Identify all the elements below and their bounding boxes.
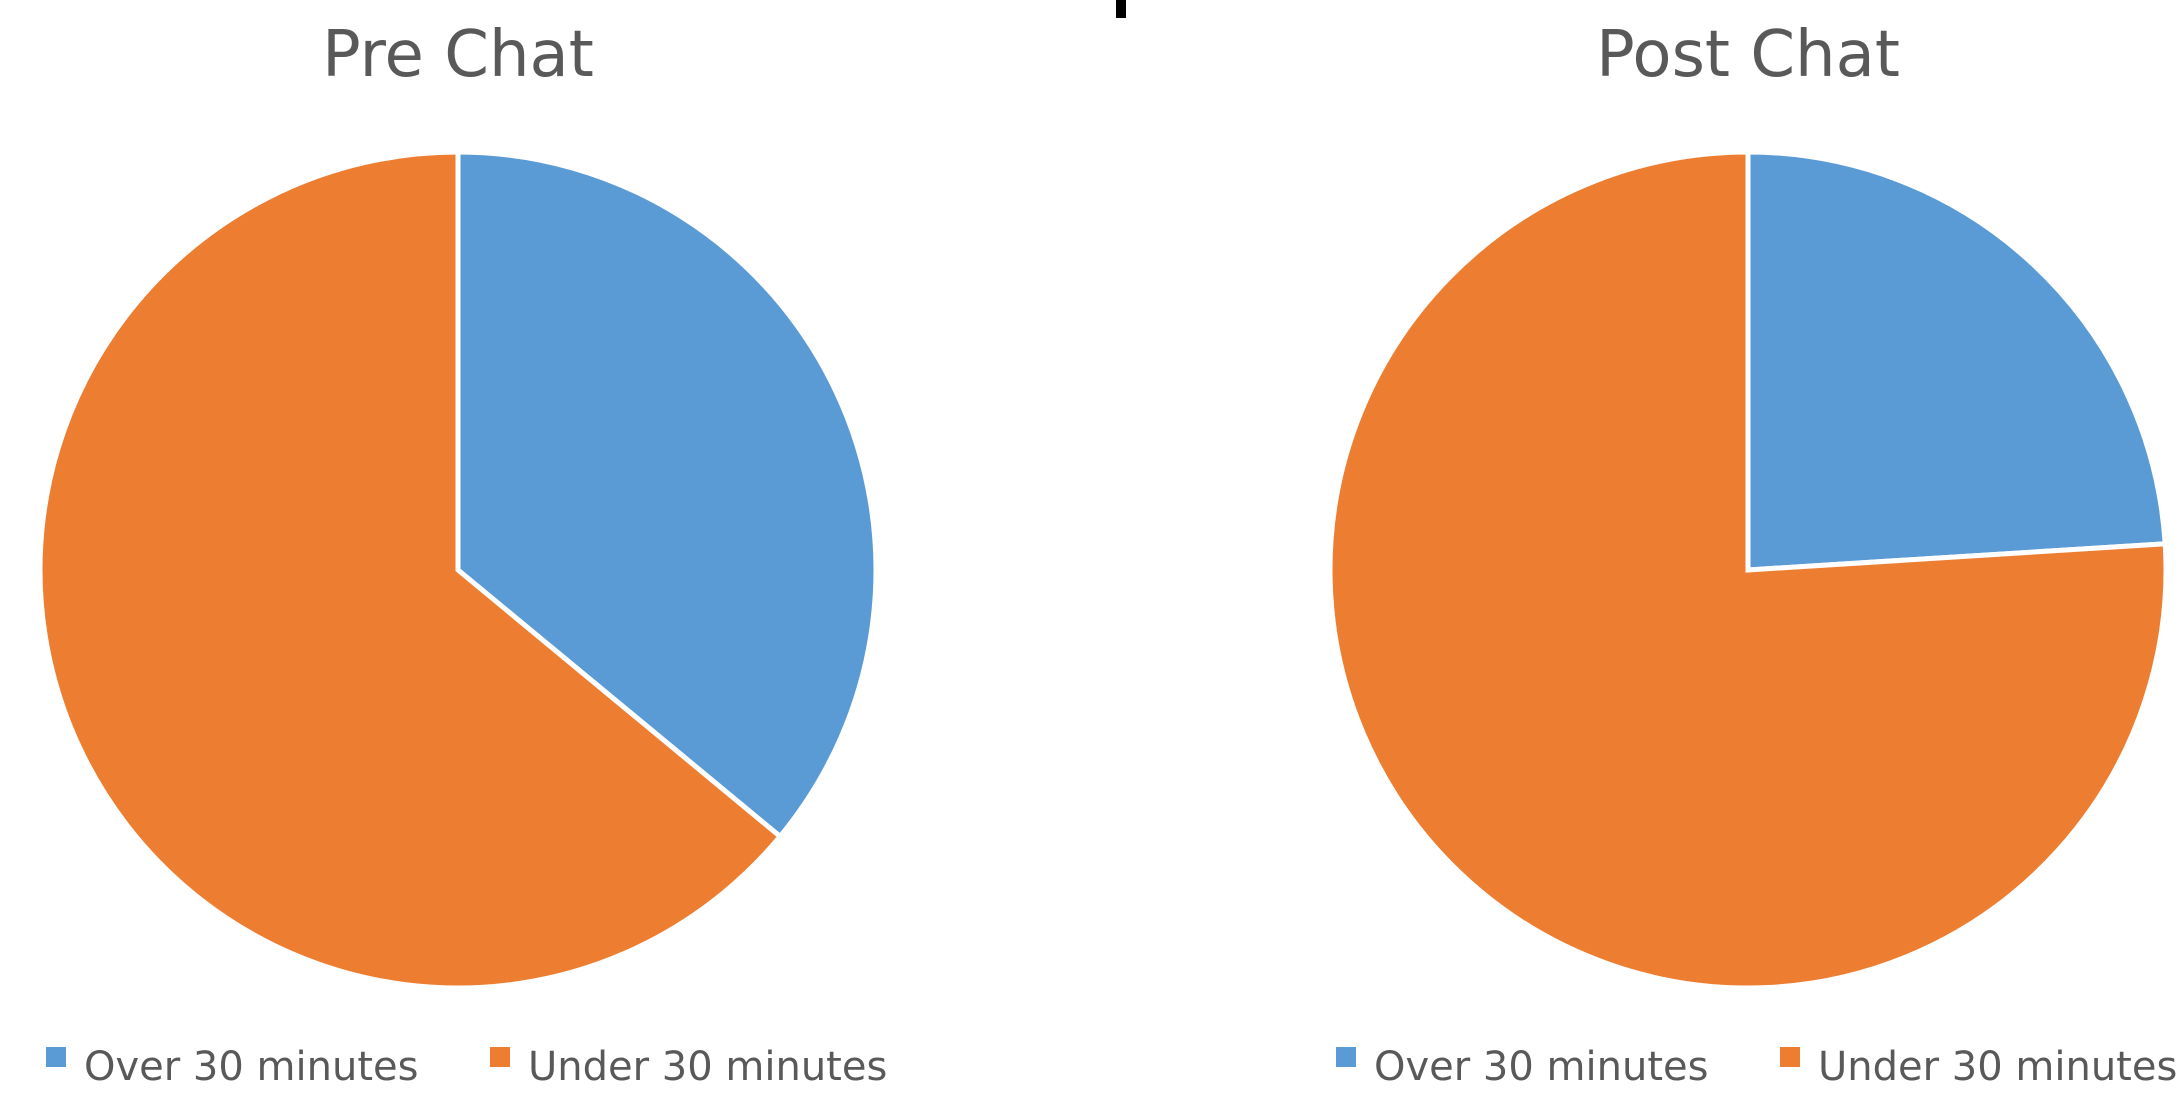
cropped-title-fragment [1116,0,1126,18]
pie-slice-under-30-minutes [1327,149,2169,991]
legend-swatch-over-30-minutes [46,1047,66,1067]
pie-chart-post-chat: Post Chat Over 30 minutes Under 30 minutes [1327,18,2177,1090]
pie-slice-under-30-minutes [37,149,784,991]
legend-label-over-30-minutes: Over 30 minutes [1374,1044,1708,1090]
legend-label-under-30-minutes: Under 30 minutes [528,1044,887,1090]
pie-chart-pre-chat: Pre Chat Over 30 minutes Under 30 minutes [37,18,887,1090]
legend-label-under-30-minutes: Under 30 minutes [1818,1044,2177,1090]
pie-slice-over-30-minutes [455,149,879,840]
legend-swatch-under-30-minutes [490,1047,510,1067]
legend: Over 30 minutes Under 30 minutes [1336,1044,2177,1090]
legend: Over 30 minutes Under 30 minutes [46,1044,887,1090]
chart-title: Post Chat [1596,18,1900,92]
legend-label-over-30-minutes: Over 30 minutes [84,1044,418,1090]
pie-slice-over-30-minutes [1745,149,2168,573]
legend-swatch-under-30-minutes [1780,1047,1800,1067]
legend-swatch-over-30-minutes [1336,1047,1356,1067]
chart-title: Pre Chat [322,18,594,92]
